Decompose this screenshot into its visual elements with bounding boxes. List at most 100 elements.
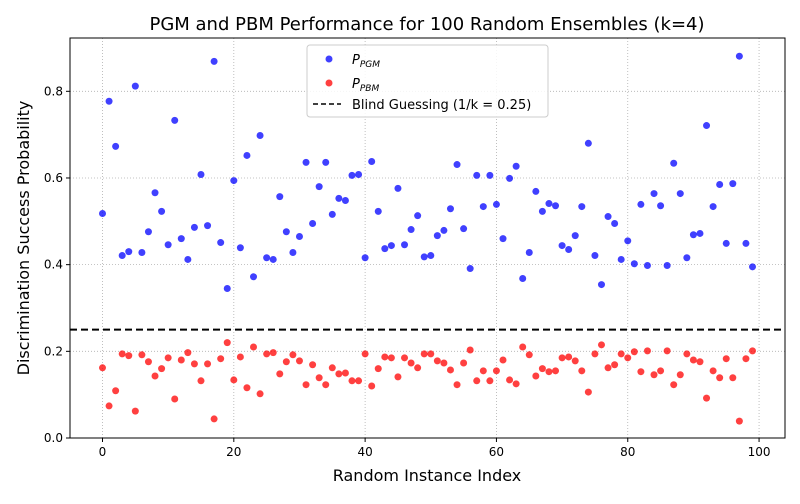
point-pgm [263, 254, 271, 262]
point-pbm [506, 376, 514, 384]
point-pbm [722, 355, 730, 363]
point-pgm [617, 255, 625, 263]
point-pbm [250, 343, 258, 351]
point-pbm [295, 357, 303, 365]
point-pbm [525, 351, 533, 359]
point-pbm [657, 367, 665, 375]
point-pgm [204, 222, 212, 230]
point-pgm [578, 203, 586, 211]
point-pgm [683, 254, 691, 262]
point-pbm [420, 350, 428, 358]
point-pbm [512, 380, 520, 388]
x-tick-label: 80 [620, 445, 635, 459]
point-pgm [184, 255, 192, 263]
point-pgm [282, 228, 290, 236]
point-pgm [597, 281, 605, 289]
point-pbm [427, 350, 435, 358]
point-pgm [571, 232, 579, 240]
point-pgm [236, 244, 244, 252]
point-pgm [158, 207, 166, 215]
point-pgm [414, 212, 422, 220]
point-pbm [282, 358, 290, 366]
point-pgm [552, 202, 560, 210]
point-pgm [309, 219, 317, 227]
data-points [99, 52, 756, 425]
point-pbm [131, 407, 139, 415]
point-pgm [335, 194, 343, 202]
point-pgm [230, 177, 238, 185]
point-pbm [394, 373, 402, 381]
point-pgm [269, 255, 277, 263]
point-pgm [164, 241, 172, 249]
point-pgm [460, 225, 468, 233]
point-pbm [144, 358, 152, 366]
point-pgm [525, 249, 533, 257]
point-pgm [381, 245, 389, 253]
point-pbm [617, 350, 625, 358]
x-tick-label: 60 [489, 445, 504, 459]
point-pgm [341, 197, 349, 205]
point-pbm [552, 367, 560, 375]
point-pbm [703, 394, 711, 402]
point-pgm [584, 139, 592, 147]
point-pgm [427, 252, 435, 260]
point-pgm [394, 184, 402, 192]
point-pbm [611, 361, 619, 369]
point-pgm [558, 242, 566, 250]
point-pgm [479, 203, 487, 211]
point-pbm [499, 356, 507, 364]
point-pbm [538, 365, 546, 373]
point-pbm [302, 381, 310, 389]
point-pgm [492, 200, 500, 208]
point-pgm [361, 254, 369, 262]
point-pbm [670, 381, 678, 389]
point-pbm [453, 381, 461, 389]
point-pbm [289, 351, 297, 359]
point-pbm [368, 382, 376, 390]
point-pbm [558, 354, 566, 362]
point-pbm [532, 372, 540, 380]
point-pgm [663, 262, 671, 270]
point-pbm [138, 351, 146, 359]
point-pbm [407, 359, 415, 367]
point-pgm [643, 262, 651, 270]
point-pgm [742, 239, 750, 247]
point-pbm [184, 349, 192, 357]
point-pbm [709, 367, 717, 375]
point-pbm [676, 371, 684, 379]
point-pbm [374, 365, 382, 373]
point-pgm [473, 171, 481, 179]
point-pgm [565, 245, 573, 253]
point-pbm [230, 376, 238, 384]
point-pgm [611, 219, 619, 227]
point-pbm [683, 350, 691, 358]
point-pgm [650, 190, 658, 198]
point-pbm [473, 377, 481, 385]
legend-label-pbm: PPBM [352, 77, 379, 94]
point-pgm [99, 210, 106, 218]
point-pgm [545, 200, 553, 208]
point-pbm [322, 381, 330, 389]
point-pgm [532, 187, 540, 195]
point-pbm [597, 341, 605, 349]
point-pgm [453, 161, 461, 169]
point-pbm [177, 356, 185, 364]
point-pbm [118, 350, 126, 358]
y-tick-label: 0.6 [44, 171, 63, 185]
y-tick-label: 0.2 [44, 344, 63, 358]
point-pbm [276, 370, 284, 378]
point-pbm [466, 346, 474, 354]
legend-marker-pgm [325, 55, 333, 63]
point-pbm [105, 402, 113, 410]
point-pbm [519, 343, 527, 351]
point-pgm [630, 260, 638, 268]
point-pbm [217, 355, 225, 363]
point-pgm [243, 151, 251, 159]
point-pgm [446, 205, 454, 213]
point-pbm [210, 415, 218, 423]
plot-frame [69, 37, 786, 439]
point-pbm [223, 339, 231, 347]
legend-label-blind-guessing: Blind Guessing (1/k = 0.25) [352, 98, 531, 113]
point-pbm [361, 350, 369, 358]
point-pgm [171, 116, 179, 124]
